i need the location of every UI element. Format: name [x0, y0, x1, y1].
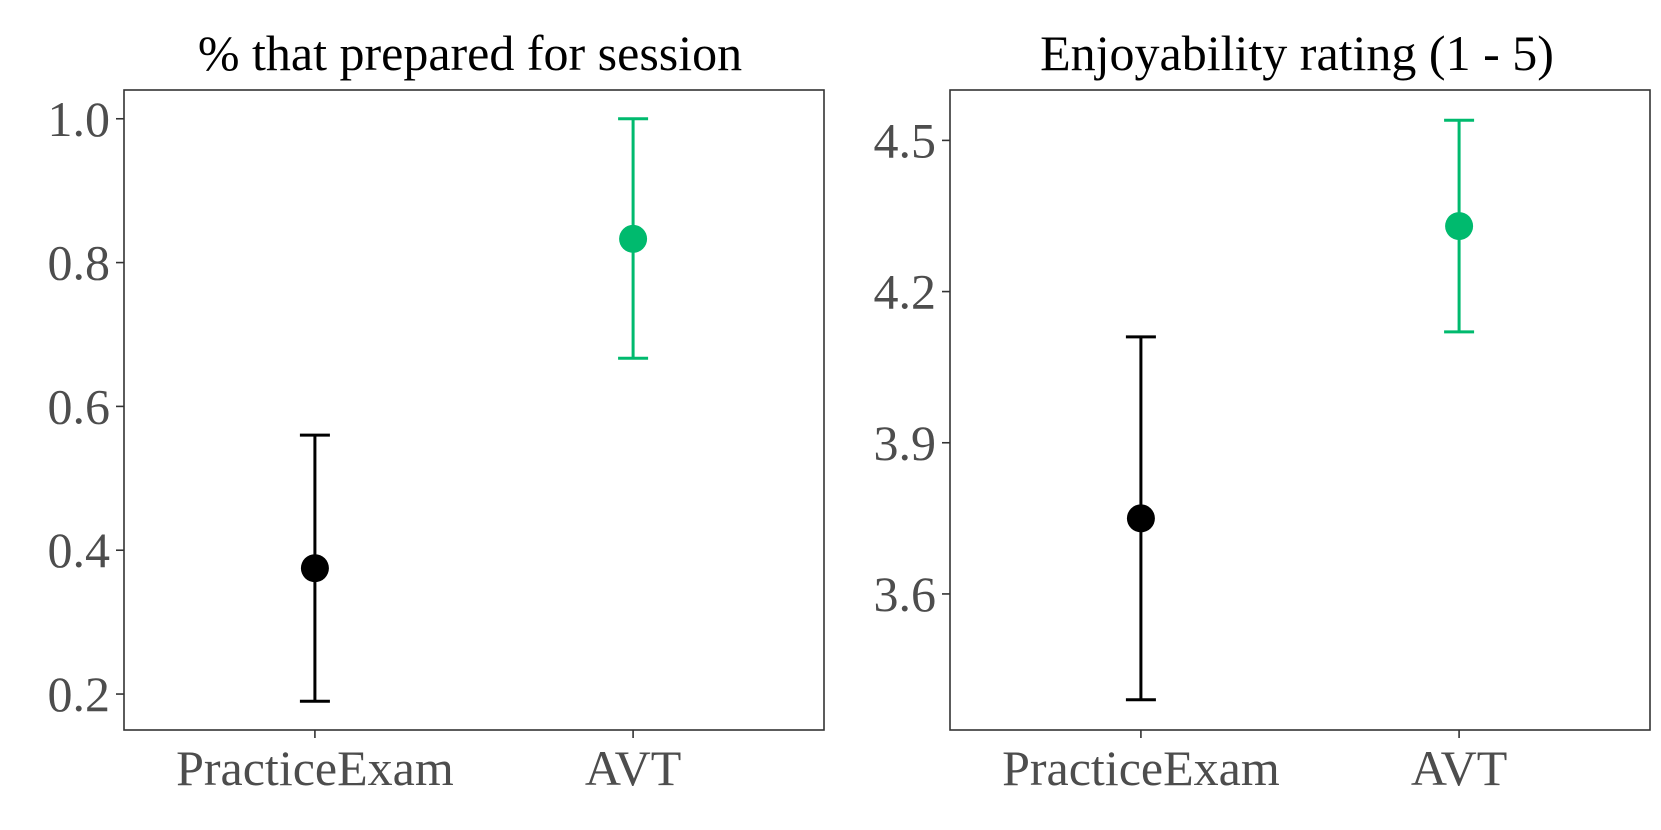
data-point	[1126, 504, 1155, 533]
y-axis: 3.6 3.9 4.2 4.5	[874, 112, 950, 622]
data-marks	[1125, 118, 1475, 702]
x-tick-label: PracticeExam	[1002, 740, 1280, 796]
y-tick-label: 3.6	[874, 566, 937, 622]
y-tick-label: 0.8	[48, 235, 111, 291]
data-marks	[299, 117, 649, 703]
y-tick-label: 1.0	[48, 91, 111, 147]
y-tick-label: 0.4	[48, 522, 111, 578]
y-tick-label: 4.2	[874, 264, 937, 320]
plot-area	[123, 89, 825, 731]
y-tick-label: 4.5	[874, 112, 937, 168]
x-axis: PracticeExam AVT	[1002, 730, 1507, 796]
x-tick-label: AVT	[585, 740, 681, 796]
x-tick-label: AVT	[1411, 740, 1507, 796]
panel-enjoyability: Enjoyability rating (1 - 5) 3.6 3.9 4.2 4.5…	[874, 25, 1651, 796]
y-tick-label: 0.2	[48, 666, 111, 722]
data-point	[1445, 212, 1474, 241]
y-tick-label: 3.9	[874, 415, 937, 471]
x-axis: PracticeExam AVT	[176, 730, 681, 796]
panel-prepared: % that prepared for session 0.2 0.4 0.6 0.8…	[48, 25, 825, 796]
plot-area	[949, 89, 1651, 731]
data-point	[300, 554, 329, 583]
panel-title: % that prepared for session	[198, 25, 742, 81]
x-tick-label: PracticeExam	[176, 740, 454, 796]
panel-title: Enjoyability rating (1 - 5)	[1040, 25, 1554, 81]
y-axis: 0.2 0.4 0.6 0.8 1.0	[48, 91, 124, 722]
y-tick-label: 0.6	[48, 378, 111, 434]
data-point	[619, 224, 648, 253]
